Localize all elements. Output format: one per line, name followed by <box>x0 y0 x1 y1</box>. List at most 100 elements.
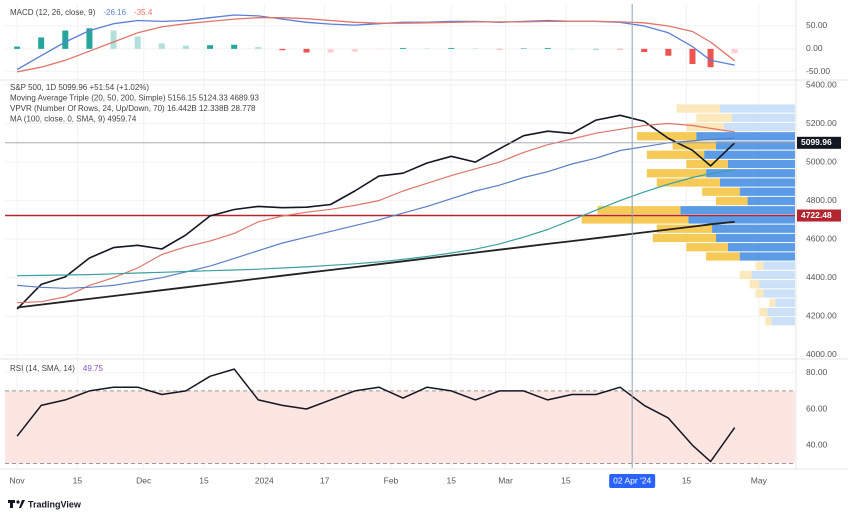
histogram-bar <box>38 37 45 49</box>
histogram-bar <box>707 48 714 68</box>
x-tick-label: 17 <box>320 475 330 485</box>
volume-up <box>771 317 795 326</box>
volume-up <box>719 104 795 113</box>
volume-up <box>739 252 795 261</box>
volume-down <box>755 289 764 298</box>
x-tick-label: Mar <box>498 475 513 485</box>
y-tick-label: 80.00 <box>806 367 828 377</box>
histogram-bar <box>496 48 503 50</box>
pane-value: -35.4 <box>134 8 153 17</box>
histogram-bar <box>303 48 310 53</box>
volume-up <box>751 270 795 280</box>
histogram-bar <box>400 47 407 49</box>
x-tick-label: 2024 <box>255 475 274 485</box>
y-tick-label: 4800.00 <box>806 195 837 205</box>
volume-down <box>769 298 776 307</box>
volume-up <box>763 289 795 298</box>
volume-down <box>749 280 760 289</box>
pane-value: 49.75 <box>83 364 104 373</box>
volume-up <box>704 150 795 159</box>
histogram-bar <box>544 47 551 49</box>
y-tick-label: 50.00 <box>806 20 828 30</box>
histogram-bar <box>231 44 238 49</box>
histogram-bar <box>617 48 624 50</box>
volume-up <box>716 141 795 150</box>
y-tick-label: 5200.00 <box>806 118 837 128</box>
x-tick-label: 15 <box>199 475 209 485</box>
volume-up <box>759 280 795 289</box>
last-price-label: 5099.96 <box>801 137 832 147</box>
volume-up <box>680 206 795 215</box>
series-line <box>16 220 735 309</box>
volume-down <box>652 233 716 243</box>
y-tick-label: 4400.00 <box>806 272 837 282</box>
y-tick-label: 5000.00 <box>806 156 837 166</box>
volume-up <box>706 169 795 178</box>
pane-title: MACD (12, 26, close, 9) <box>10 8 96 17</box>
histogram-bar <box>592 48 599 50</box>
volume-down <box>702 187 740 196</box>
y-tick-label: 0.00 <box>806 43 823 53</box>
volume-down <box>686 243 728 252</box>
volume-down <box>646 169 707 178</box>
volume-up <box>727 243 795 252</box>
x-tick-label: 15 <box>561 475 571 485</box>
pane-title: RSI (14, SMA, 14) <box>10 364 75 373</box>
x-tick-label: 15 <box>447 475 457 485</box>
y-tick-label: 4000.00 <box>806 349 837 359</box>
level-label: 4722.48 <box>801 210 832 220</box>
histogram-bar <box>279 48 286 51</box>
volume-down <box>656 224 713 233</box>
series-line <box>16 114 736 310</box>
last-price-box <box>797 136 841 149</box>
volume-down <box>755 261 764 270</box>
histogram-bar <box>375 48 382 50</box>
histogram-bar <box>158 43 165 49</box>
volume-down <box>686 159 728 169</box>
histogram-bar <box>86 28 93 49</box>
level-box <box>797 209 841 222</box>
y-tick-label: 4600.00 <box>806 233 837 243</box>
x-tick-label: 02 Apr '24 <box>613 475 651 485</box>
volume-up <box>716 233 795 243</box>
series-line <box>16 368 736 463</box>
histogram-bar <box>62 30 69 49</box>
y-tick-label: -50.00 <box>806 66 830 76</box>
volume-down <box>765 317 772 326</box>
histogram-bar <box>568 48 575 50</box>
legend-text: MA (100, close, 0, SMA, 9) 4959.74 <box>10 115 137 124</box>
pane-value: -26.16 <box>103 8 126 17</box>
y-tick-label: 40.00 <box>806 440 828 450</box>
y-tick-label: 4200.00 <box>806 310 837 320</box>
histogram-bar <box>424 48 431 49</box>
y-tick-label: 5400.00 <box>806 79 837 89</box>
volume-up <box>767 307 795 317</box>
volume-up <box>688 215 795 224</box>
histogram-bar <box>255 47 262 49</box>
x-tick-label: 15 <box>682 475 692 485</box>
histogram-bar <box>665 48 672 56</box>
volume-down <box>646 150 705 159</box>
x-tick-label: Dec <box>136 475 152 485</box>
pane <box>5 368 795 464</box>
crosshair-box <box>609 474 656 488</box>
legend-text: S&P 500, 1D 5099.96 +51.54 (+1.02%) <box>10 83 149 92</box>
histogram-bar <box>110 30 117 49</box>
legend-text: VPVR (Number Of Rows, 24, Up/Down, 70) 1… <box>10 104 256 113</box>
pane <box>5 104 795 326</box>
volume-up <box>731 113 795 122</box>
histogram-bar <box>689 48 696 64</box>
series-line <box>17 169 735 277</box>
y-tick-label: 60.00 <box>806 403 828 413</box>
pane <box>14 14 738 73</box>
volume-down <box>676 104 720 113</box>
histogram-bar <box>327 48 334 53</box>
volume-up <box>747 196 795 206</box>
volume-down <box>696 113 732 122</box>
volume-up <box>696 132 795 141</box>
histogram-bar <box>207 45 214 49</box>
band-fill <box>5 390 795 464</box>
x-tick-label: Nov <box>9 475 25 485</box>
volume-down <box>706 252 740 261</box>
